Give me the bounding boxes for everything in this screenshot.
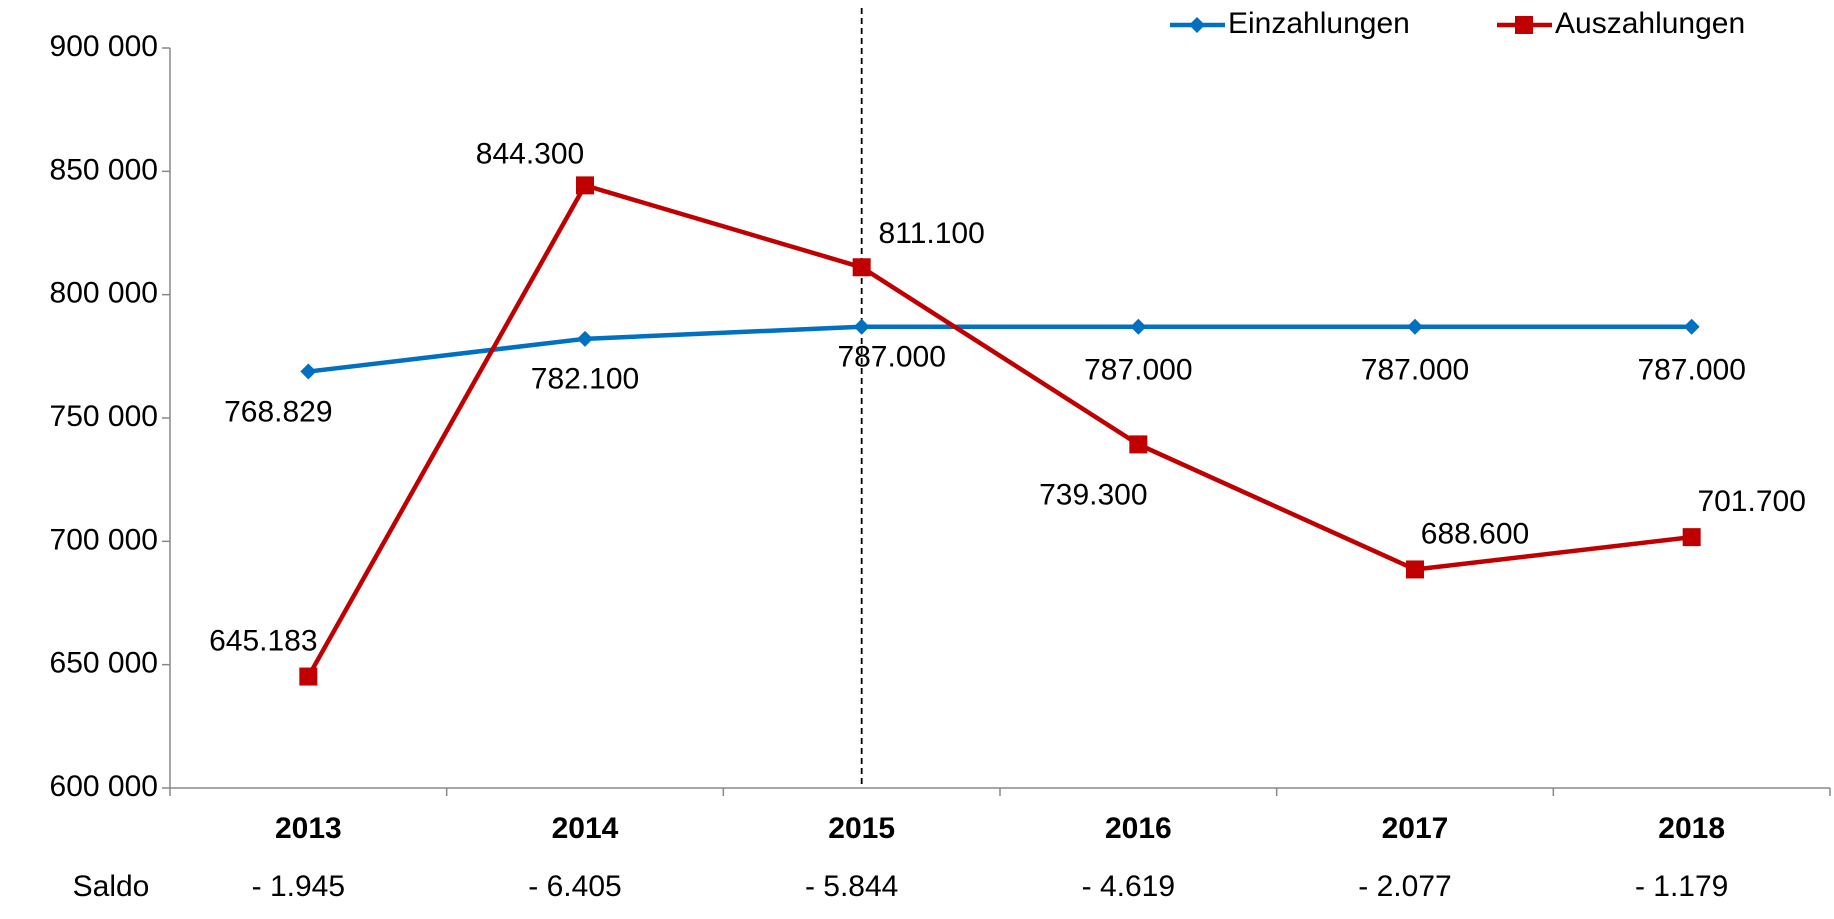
marker: [853, 318, 870, 335]
data-label: 844.300: [476, 137, 584, 170]
saldo-value: - 5.844: [805, 870, 898, 903]
y-tick-label: 600 000: [50, 770, 158, 803]
marker: [1129, 435, 1148, 454]
marker: [1683, 318, 1700, 335]
x-tick-label: 2018: [1658, 812, 1725, 845]
marker: [577, 330, 593, 347]
marker: [1682, 528, 1701, 547]
saldo-value: - 6.405: [528, 870, 621, 903]
legend-label: Einzahlungen: [1228, 7, 1410, 40]
x-tick-label: 2016: [1105, 812, 1172, 845]
data-label: 787.000: [837, 341, 945, 374]
series-line: [306, 183, 1692, 678]
y-tick-label: 900 000: [50, 30, 158, 63]
y-tick-label: 700 000: [50, 523, 158, 556]
marker: [1406, 560, 1424, 579]
marker: [1130, 318, 1147, 335]
data-label: 701.700: [1697, 485, 1805, 518]
data-label: 739.300: [1039, 478, 1147, 511]
saldo-value: - 2.077: [1358, 870, 1451, 903]
y-tick-label: 800 000: [50, 277, 158, 310]
legend-label: Auszahlungen: [1555, 7, 1745, 40]
marker: [299, 667, 318, 686]
data-label: 782.100: [531, 363, 639, 396]
saldo-value: - 1.179: [1635, 870, 1728, 903]
x-tick-label: 2017: [1382, 812, 1449, 845]
data-label: 688.600: [1421, 517, 1529, 550]
marker: [1515, 16, 1533, 34]
series-line: [308, 324, 1692, 374]
y-tick-label: 650 000: [50, 647, 158, 680]
x-tick-label: 2014: [552, 812, 619, 845]
saldo-value: - 4.619: [1082, 870, 1175, 903]
y-tick-label: 750 000: [50, 400, 158, 433]
x-tick-label: 2013: [275, 812, 342, 845]
marker: [300, 363, 317, 380]
saldo-value: - 1.945: [252, 870, 345, 903]
data-label: 787.000: [1084, 354, 1192, 387]
data-label: 811.100: [879, 217, 985, 250]
marker: [1407, 318, 1423, 335]
data-label: 645.183: [209, 624, 317, 657]
marker: [852, 258, 871, 277]
saldo-label: Saldo: [73, 870, 150, 903]
data-label: 768.829: [224, 395, 332, 428]
data-label: 787.000: [1637, 354, 1745, 387]
y-tick-label: 850 000: [50, 153, 158, 186]
data-label: 787.000: [1361, 354, 1469, 387]
x-tick-label: 2015: [828, 812, 895, 845]
marker: [576, 176, 594, 195]
marker: [1189, 17, 1205, 33]
